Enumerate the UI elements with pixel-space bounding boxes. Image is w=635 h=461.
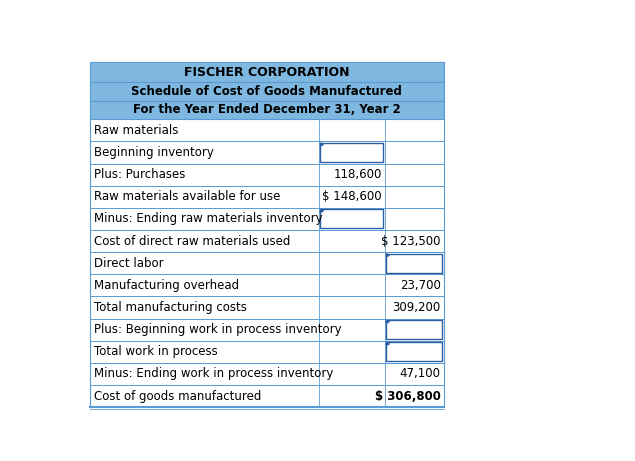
Text: Raw materials: Raw materials	[94, 124, 178, 137]
Bar	[90, 385, 444, 407]
Text: Direct labor: Direct labor	[94, 257, 164, 270]
Text: Cost of direct raw materials used: Cost of direct raw materials used	[94, 235, 290, 248]
Text: Cost of goods manufactured: Cost of goods manufactured	[94, 390, 262, 402]
Bar	[321, 143, 383, 162]
Bar	[90, 208, 444, 230]
Text: For the Year Ended December 31, Year 2: For the Year Ended December 31, Year 2	[133, 103, 401, 117]
Polygon shape	[386, 254, 389, 257]
Text: 23,700: 23,700	[399, 279, 441, 292]
Text: Plus: Beginning work in process inventory: Plus: Beginning work in process inventor…	[94, 323, 342, 336]
Bar	[90, 101, 444, 119]
Text: Total manufacturing costs: Total manufacturing costs	[94, 301, 247, 314]
Bar	[386, 320, 442, 339]
Bar	[90, 164, 444, 186]
Text: Schedule of Cost of Goods Manufactured: Schedule of Cost of Goods Manufactured	[131, 85, 403, 98]
Polygon shape	[386, 343, 389, 345]
Text: 118,600: 118,600	[333, 168, 382, 181]
Bar	[90, 62, 444, 82]
Text: $ 148,600: $ 148,600	[322, 190, 382, 203]
Text: 47,100: 47,100	[399, 367, 441, 380]
Bar	[90, 341, 444, 363]
Text: Raw materials available for use: Raw materials available for use	[94, 190, 281, 203]
Polygon shape	[386, 320, 389, 323]
Polygon shape	[321, 209, 323, 213]
Text: $ 123,500: $ 123,500	[381, 235, 441, 248]
Text: $ 306,800: $ 306,800	[375, 390, 441, 402]
Bar	[386, 254, 442, 273]
Bar	[90, 274, 444, 296]
Text: Total work in process: Total work in process	[94, 345, 218, 358]
Text: Minus: Ending raw materials inventory: Minus: Ending raw materials inventory	[94, 213, 323, 225]
Bar	[386, 343, 442, 361]
Bar	[90, 296, 444, 319]
Text: 309,200: 309,200	[392, 301, 441, 314]
Bar	[90, 142, 444, 164]
Bar	[90, 119, 444, 142]
Bar	[321, 209, 383, 229]
Bar	[90, 82, 444, 101]
Bar	[90, 319, 444, 341]
Bar	[90, 186, 444, 208]
Polygon shape	[321, 143, 323, 146]
Bar	[90, 230, 444, 252]
Text: FISCHER CORPORATION: FISCHER CORPORATION	[184, 66, 350, 79]
Text: Minus: Ending work in process inventory: Minus: Ending work in process inventory	[94, 367, 333, 380]
Text: Beginning inventory: Beginning inventory	[94, 146, 214, 159]
Text: Plus: Purchases: Plus: Purchases	[94, 168, 185, 181]
Text: Manufacturing overhead: Manufacturing overhead	[94, 279, 239, 292]
Bar	[90, 252, 444, 274]
Bar	[90, 363, 444, 385]
